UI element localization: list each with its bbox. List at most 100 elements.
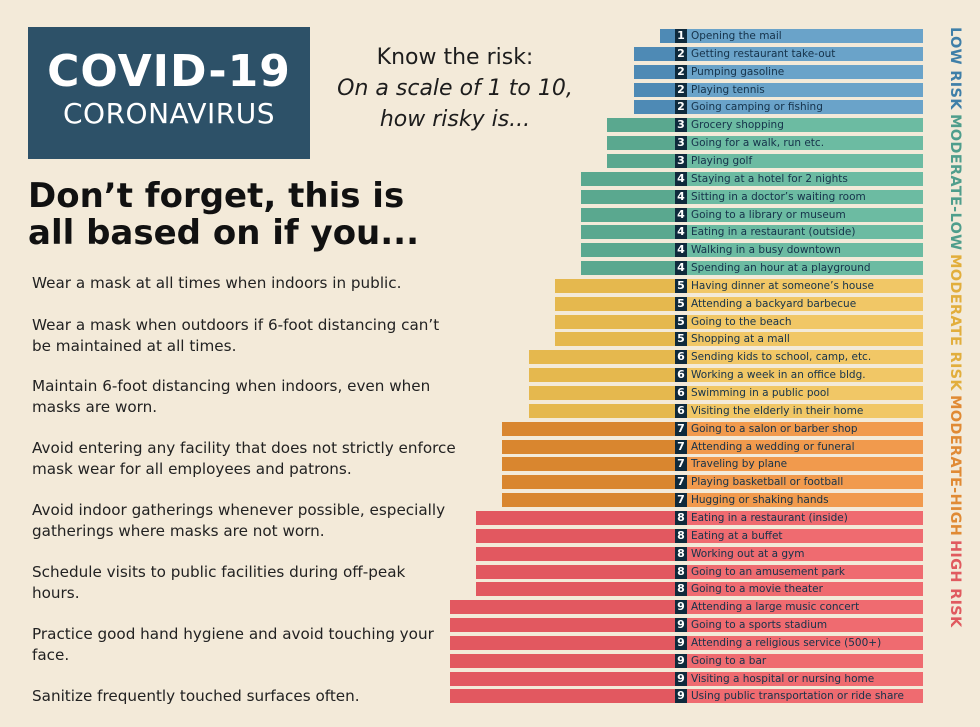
risk-bar: [634, 82, 923, 97]
risk-bar: [476, 564, 923, 579]
risk-level-number: 3: [675, 136, 687, 151]
activity-label: Eating in a restaurant (inside): [691, 511, 848, 524]
question-line-3: how risky is...: [379, 107, 531, 132]
risk-level-number: 8: [675, 546, 687, 561]
activity-label: Going to an amusement park: [691, 565, 845, 578]
question-line-2: On a scale of 1 to 10,: [337, 76, 573, 101]
activity-label: Going to a bar: [691, 654, 767, 667]
activity-label: Attending a large music concert: [691, 601, 860, 614]
activity-label: Getting restaurant take-out: [691, 47, 836, 60]
risk-level-number: 5: [675, 314, 687, 329]
risk-legend-label: MODERATE-LOW: [947, 113, 963, 251]
risk-level-number: 4: [675, 207, 687, 222]
activity-label: Hugging or shaking hands: [691, 494, 829, 507]
risk-bar: [581, 243, 923, 258]
activity-label: Going to a sports stadium: [691, 619, 828, 632]
risk-bar: [529, 350, 923, 365]
tip-item: Wear a mask at all times when indoors in…: [32, 274, 402, 292]
risk-level-number: 8: [675, 510, 687, 525]
risk-bar: [502, 421, 923, 436]
activity-label: Going to the beach: [691, 315, 792, 328]
risk-level-number: 9: [675, 653, 687, 668]
risk-level-number: 4: [675, 243, 687, 258]
risk-bar: [476, 546, 923, 561]
risk-level-number: 7: [675, 493, 687, 508]
tip-item: Sanitize frequently touched surfaces oft…: [32, 687, 360, 705]
activity-label: Walking in a busy downtown: [691, 244, 841, 257]
risk-bar: [634, 100, 923, 115]
risk-bar: [581, 207, 923, 222]
risk-bar: [634, 46, 923, 61]
risk-level-number: 9: [675, 671, 687, 686]
risk-level-number: 4: [675, 261, 687, 276]
risk-bar: [660, 29, 923, 43]
risk-bar: [634, 64, 923, 79]
risk-bar: [476, 582, 923, 597]
risk-level-number: 9: [675, 689, 687, 704]
risk-bar: [581, 189, 923, 204]
risk-bar: [502, 475, 923, 490]
risk-bar: [529, 386, 923, 400]
risk-bar: [476, 528, 923, 543]
activity-label: Swimming in a public pool: [691, 387, 830, 399]
headline: Don’t forget, this is all based on if yo…: [28, 176, 419, 253]
activity-label: Attending a backyard barbecue: [691, 297, 857, 310]
activity-label: Eating at a buffet: [691, 529, 783, 542]
activity-label: Going camping or fishing: [691, 101, 823, 114]
tip-item: Wear a mask when outdoors if 6-foot dist…: [32, 316, 440, 355]
risk-bar: [502, 493, 923, 508]
risk-legend: LOW RISK MODERATE-LOW MODERATE RISK MODERAT…: [939, 27, 969, 707]
risk-level-number: 6: [675, 403, 687, 418]
activity-label: Opening the mail: [691, 30, 782, 42]
activity-label: Working out at a gym: [691, 547, 805, 560]
risk-level-number: 7: [675, 421, 687, 436]
activity-label: Traveling by plane: [691, 458, 788, 471]
activity-label: Going to a movie theater: [691, 583, 823, 596]
risk-bar: [581, 225, 923, 240]
risk-bar: [555, 278, 923, 293]
activity-label: Spending an hour at a playground: [691, 262, 871, 275]
risk-level-number: 5: [675, 296, 687, 311]
tip-item: Maintain 6-foot distancing when indoors,…: [32, 377, 431, 416]
risk-level-number: 2: [675, 100, 687, 115]
risk-level-number: 6: [675, 350, 687, 365]
risk-bar: [607, 153, 923, 168]
tip-item: Avoid indoor gatherings whenever possibl…: [32, 501, 446, 540]
activity-label: Going for a walk, run etc.: [691, 137, 825, 150]
risk-level-number: 2: [675, 46, 687, 61]
risk-bar: [555, 314, 923, 329]
activity-label: Using public transportation or ride shar…: [691, 690, 904, 703]
risk-level-number: 8: [675, 528, 687, 543]
risk-level-number: 6: [675, 368, 687, 383]
risk-level-number: 8: [675, 582, 687, 597]
risk-level-number: 9: [675, 635, 687, 650]
risk-level-number: 4: [675, 225, 687, 240]
risk-level-number: 3: [675, 118, 687, 133]
activity-label: Working a week in an office bldg.: [691, 369, 866, 382]
logo-title: COVID-19: [47, 46, 291, 97]
activity-label: Having dinner at someone’s house: [691, 279, 874, 292]
risk-bar: [555, 296, 923, 311]
risk-level-number: 5: [675, 332, 687, 347]
activity-label: Going to a salon or barber shop: [691, 422, 858, 435]
activity-label: Going to a library or museum: [691, 208, 846, 221]
risk-bar: [555, 332, 923, 347]
risk-legend-label: HIGH RISK: [947, 540, 963, 628]
risk-level-number: 4: [675, 171, 687, 186]
activity-label: Grocery shopping: [691, 119, 784, 132]
activity-label: Visiting a hospital or nursing home: [691, 672, 875, 685]
activity-label: Attending a religious service (500+): [691, 636, 882, 649]
risk-level-number: 7: [675, 475, 687, 490]
risk-legend-label: MODERATE-HIGH: [947, 395, 963, 537]
activity-label: Playing tennis: [691, 83, 765, 96]
risk-level-number: 7: [675, 439, 687, 454]
risk-bar: [502, 457, 923, 472]
activity-label: Shopping at a mall: [691, 333, 790, 346]
risk-level-number: 3: [675, 153, 687, 168]
risk-legend-label: LOW RISK: [947, 27, 963, 110]
risk-level-number: 7: [675, 457, 687, 472]
activity-label: Pumping gasoline: [691, 65, 785, 78]
risk-level-number: 4: [675, 189, 687, 204]
risk-bar: [476, 510, 923, 525]
